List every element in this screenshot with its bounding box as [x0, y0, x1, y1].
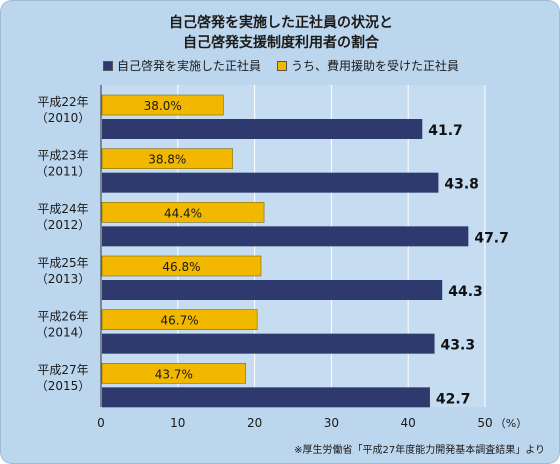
- y-category-western-1: （2011）: [36, 165, 91, 179]
- y-category-year-2: 平成24年: [37, 202, 88, 216]
- bar-label-practiced-3: 44.3: [448, 284, 483, 300]
- bar-label-assisted-4: 46.7%: [161, 314, 199, 328]
- x-tick-label-50: 50: [477, 416, 492, 430]
- legend-label-practiced: 自己啓発を実施した正社員: [116, 59, 261, 73]
- bar-assisted-3: [101, 255, 262, 277]
- bar-practiced-4: [102, 333, 435, 354]
- x-tick-label-30: 30: [324, 416, 339, 430]
- chart-legend: 自己啓発を実施した正社員 うち、費用援助を受けた正社員: [1, 57, 559, 74]
- bar-assisted-5: [101, 363, 246, 384]
- bar-assisted-2: [101, 202, 265, 223]
- y-category-year-5: 平成27年: [37, 363, 88, 377]
- chart-title-line-1: 自己啓発を実施した正社員の状況と: [169, 15, 393, 31]
- y-category-year-1: 平成23年: [37, 149, 88, 163]
- bar-label-practiced-5: 42.7: [436, 391, 471, 407]
- bar-practiced-2: [102, 226, 469, 247]
- y-category-western-5: （2015）: [36, 379, 91, 393]
- bar-practiced-5: [102, 387, 430, 408]
- bar-practiced-0: [102, 119, 423, 139]
- legend-item-practiced: 自己啓発を実施した正社員: [102, 57, 261, 74]
- bar-label-assisted-3: 46.8%: [162, 260, 200, 274]
- legend-label-assisted: うち、費用援助を受けた正社員: [291, 59, 460, 73]
- x-tick-label-40: 40: [401, 416, 416, 430]
- y-category-western-0: （2010）: [36, 111, 91, 125]
- y-category-western-3: （2013）: [36, 272, 91, 286]
- bar-assisted-4: [101, 309, 258, 330]
- bar-practiced-3: [102, 280, 443, 300]
- x-tick-label-0: 0: [97, 416, 105, 430]
- bar-label-practiced-2: 47.7: [474, 230, 509, 246]
- bar-label-practiced-4: 43.3: [441, 338, 476, 354]
- bar-label-assisted-0: 38.0%: [144, 99, 182, 113]
- bar-assisted-1: [101, 148, 233, 169]
- bar-label-practiced-0: 41.7: [428, 123, 463, 139]
- bar-label-practiced-1: 43.8: [444, 177, 479, 193]
- y-category-year-4: 平成26年: [37, 310, 88, 324]
- y-category-year-0: 平成22年: [37, 95, 88, 109]
- bar-label-assisted-1: 38.8%: [148, 153, 186, 167]
- x-tick-label-10: 10: [170, 416, 185, 430]
- legend-item-assisted: うち、費用援助を受けた正社員: [277, 57, 459, 74]
- bar-label-assisted-2: 44.4%: [164, 206, 202, 220]
- bar-assisted-0: [101, 94, 224, 116]
- bar-practiced-1: [102, 172, 439, 193]
- legend-swatch-assisted: [277, 60, 287, 71]
- x-axis-unit: （%）: [495, 417, 527, 430]
- x-tick-label-20: 20: [247, 416, 262, 430]
- chart-title-line-2: 自己啓発支援制度利用者の割合: [183, 35, 379, 51]
- chart-title: 自己啓発を実施した正社員の状況と 自己啓発支援制度利用者の割合: [1, 13, 559, 53]
- y-category-year-3: 平成25年: [37, 256, 88, 270]
- legend-swatch-practiced: [102, 60, 113, 71]
- y-category-western-2: （2012）: [36, 218, 91, 232]
- source-note: ※厚生労働省「平成27年度能力開発基本調査結果」より: [294, 445, 545, 456]
- y-category-western-4: （2014）: [36, 326, 91, 340]
- bar-label-assisted-5: 43.7%: [155, 367, 193, 381]
